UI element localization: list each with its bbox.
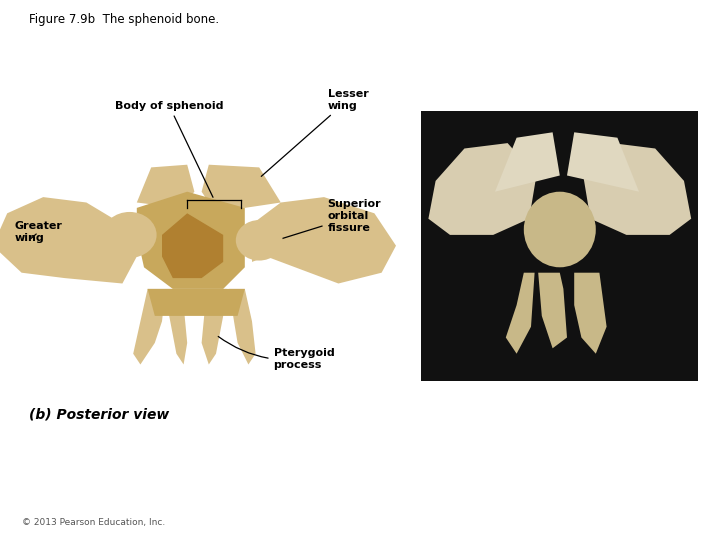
Polygon shape (229, 289, 256, 365)
Polygon shape (137, 165, 194, 208)
Polygon shape (252, 197, 396, 284)
Polygon shape (0, 197, 137, 284)
Ellipse shape (103, 212, 157, 258)
Polygon shape (137, 192, 245, 289)
Polygon shape (202, 165, 281, 208)
Polygon shape (166, 289, 187, 365)
Polygon shape (162, 213, 223, 278)
Text: Pterygoid
process: Pterygoid process (218, 336, 334, 370)
Text: Superior
orbital
fissure: Superior orbital fissure (262, 199, 381, 245)
Text: Greater
wing: Greater wing (14, 221, 62, 243)
Text: Figure 7.9b  The sphenoid bone.: Figure 7.9b The sphenoid bone. (29, 14, 219, 26)
Polygon shape (148, 289, 245, 316)
Ellipse shape (523, 192, 596, 267)
FancyBboxPatch shape (421, 111, 698, 381)
Polygon shape (495, 132, 560, 192)
Text: Lesser
wing: Lesser wing (261, 89, 369, 177)
Polygon shape (567, 132, 639, 192)
Text: (b) Posterior view: (b) Posterior view (29, 408, 169, 422)
Ellipse shape (236, 220, 282, 260)
Text: Body of sphenoid: Body of sphenoid (115, 100, 223, 197)
Polygon shape (133, 289, 166, 365)
Polygon shape (583, 143, 691, 235)
Polygon shape (428, 143, 536, 235)
Polygon shape (505, 273, 534, 354)
Text: © 2013 Pearson Education, Inc.: © 2013 Pearson Education, Inc. (22, 517, 165, 526)
Polygon shape (202, 289, 227, 365)
Polygon shape (538, 273, 567, 348)
Polygon shape (575, 273, 606, 354)
